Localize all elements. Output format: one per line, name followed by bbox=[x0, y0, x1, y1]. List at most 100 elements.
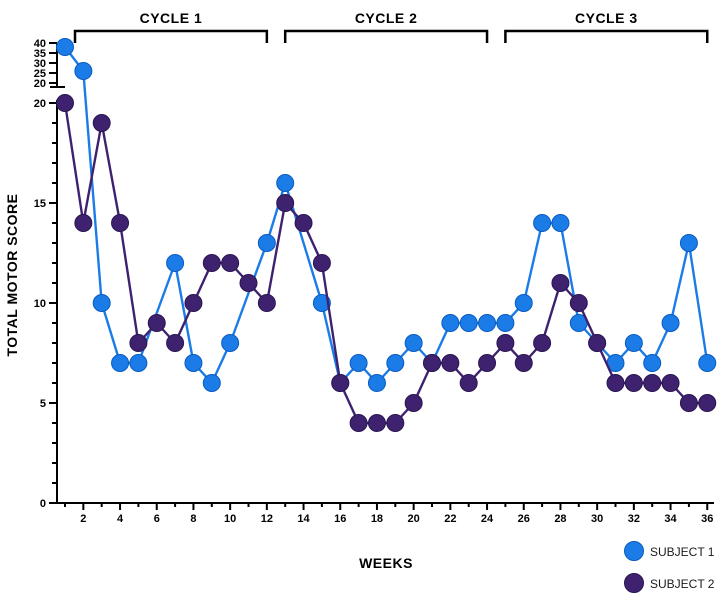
data-point-subject-1 bbox=[111, 354, 130, 372]
data-point-subject-2 bbox=[111, 214, 130, 232]
data-point-subject-2 bbox=[367, 414, 386, 432]
x-tick-label: 4 bbox=[117, 513, 124, 525]
data-point-subject-1 bbox=[166, 254, 185, 272]
data-point-subject-2 bbox=[276, 194, 295, 212]
series-subject-1 bbox=[56, 38, 717, 392]
data-point-subject-2 bbox=[478, 354, 497, 372]
legend: SUBJECT 1 SUBJECT 2 bbox=[624, 541, 715, 593]
data-point-subject-2 bbox=[147, 314, 166, 332]
data-point-subject-2 bbox=[312, 254, 331, 272]
data-point-subject-1 bbox=[56, 38, 74, 56]
data-point-subject-1 bbox=[459, 314, 478, 332]
data-point-subject-1 bbox=[184, 354, 203, 372]
data-point-subject-1 bbox=[661, 314, 680, 332]
data-point-subject-2 bbox=[74, 214, 93, 232]
data-point-subject-2 bbox=[496, 334, 515, 352]
data-point-subject-2 bbox=[349, 414, 368, 432]
cycle-1-label: CYCLE 1 bbox=[140, 10, 203, 26]
data-point-subject-1 bbox=[202, 374, 221, 392]
data-point-subject-1 bbox=[624, 334, 643, 352]
data-point-subject-1 bbox=[643, 354, 662, 372]
data-point-subject-2 bbox=[166, 334, 185, 352]
data-point-subject-2 bbox=[588, 334, 607, 352]
cycle-bracket bbox=[283, 29, 489, 43]
series-line bbox=[64, 46, 709, 385]
legend-marker-subject-2 bbox=[624, 573, 644, 593]
axes: 2 4 6 8 10 12 14 16 18 20 22 24 26 28 30 32 34 3605101520… bbox=[34, 38, 714, 525]
y-upper-tick-label: 30 bbox=[34, 58, 46, 70]
y-upper-tick-label: 25 bbox=[34, 68, 46, 80]
cycle-bracket bbox=[73, 29, 269, 43]
data-point-subject-2 bbox=[643, 374, 662, 392]
data-point-subject-1 bbox=[349, 354, 368, 372]
y-tick-label: 20 bbox=[34, 98, 46, 110]
data-point-subject-2 bbox=[423, 354, 441, 372]
legend-marker-subject-1 bbox=[624, 541, 644, 561]
data-point-subject-1 bbox=[367, 374, 386, 392]
data-point-subject-2 bbox=[202, 254, 221, 272]
x-tick-label: 24 bbox=[481, 513, 494, 525]
y-axis-title: TOTAL MOTOR SCORE bbox=[4, 193, 20, 356]
legend-label-subject-2: SUBJECT 2 bbox=[650, 577, 715, 591]
data-point-subject-1 bbox=[441, 314, 460, 332]
data-point-subject-2 bbox=[624, 374, 643, 392]
data-point-subject-1 bbox=[92, 294, 111, 312]
data-point-subject-2 bbox=[661, 374, 680, 392]
x-tick-label: 18 bbox=[371, 513, 383, 525]
series-line bbox=[63, 102, 708, 425]
data-point-subject-2 bbox=[551, 274, 570, 292]
cycle-bracket bbox=[504, 29, 709, 43]
x-tick-label: 16 bbox=[334, 513, 346, 525]
data-point-subject-2 bbox=[294, 214, 313, 232]
data-point-subject-2 bbox=[606, 374, 625, 392]
x-tick-label: 34 bbox=[664, 513, 677, 525]
data-point-subject-1 bbox=[386, 354, 405, 372]
y-tick-label: 10 bbox=[34, 298, 46, 310]
data-point-subject-2 bbox=[331, 374, 350, 392]
y-upper-tick-label: 40 bbox=[34, 38, 46, 50]
data-point-subject-1 bbox=[698, 354, 717, 372]
y-tick-label: 15 bbox=[34, 198, 46, 210]
data-point-subject-2 bbox=[679, 394, 698, 412]
x-tick-label: 2 bbox=[80, 513, 86, 525]
data-series bbox=[56, 38, 717, 432]
x-tick-label: 12 bbox=[261, 513, 273, 525]
data-point-subject-2 bbox=[92, 114, 111, 132]
x-tick-label: 30 bbox=[591, 513, 603, 525]
y-tick-label: 5 bbox=[40, 398, 46, 410]
x-tick-label: 8 bbox=[190, 513, 196, 525]
data-point-subject-2 bbox=[404, 394, 423, 412]
data-point-subject-1 bbox=[533, 214, 552, 232]
data-point-subject-2 bbox=[441, 354, 460, 372]
data-point-subject-2 bbox=[386, 414, 405, 432]
cycle-2-label: CYCLE 2 bbox=[355, 10, 418, 26]
x-tick-label: 22 bbox=[444, 513, 456, 525]
x-tick-label: 32 bbox=[628, 513, 640, 525]
data-point-subject-1 bbox=[74, 62, 93, 80]
data-point-subject-2 bbox=[129, 334, 148, 352]
data-point-subject-1 bbox=[257, 234, 276, 252]
y-upper-tick-label: 35 bbox=[34, 48, 46, 60]
data-point-subject-2 bbox=[184, 294, 203, 312]
y-tick-label: 0 bbox=[40, 498, 46, 510]
x-tick-label: 28 bbox=[554, 513, 566, 525]
data-point-subject-2 bbox=[459, 374, 478, 392]
cycle-brackets bbox=[73, 29, 709, 43]
data-point-subject-2 bbox=[257, 294, 276, 312]
axis-lines bbox=[56, 100, 714, 504]
data-point-subject-1 bbox=[496, 314, 515, 332]
data-point-subject-1 bbox=[478, 314, 497, 332]
data-point-subject-2 bbox=[221, 254, 240, 272]
data-point-subject-1 bbox=[276, 174, 295, 192]
x-tick-label: 6 bbox=[154, 513, 160, 525]
y-upper-tick-label: 20 bbox=[34, 78, 46, 90]
data-point-subject-1 bbox=[551, 214, 570, 232]
x-tick-label: 36 bbox=[701, 513, 713, 525]
data-point-subject-1 bbox=[312, 294, 331, 312]
data-point-subject-1 bbox=[404, 334, 423, 352]
legend-label-subject-1: SUBJECT 1 bbox=[650, 545, 715, 559]
data-point-subject-2 bbox=[533, 334, 552, 352]
data-point-subject-1 bbox=[221, 334, 240, 352]
